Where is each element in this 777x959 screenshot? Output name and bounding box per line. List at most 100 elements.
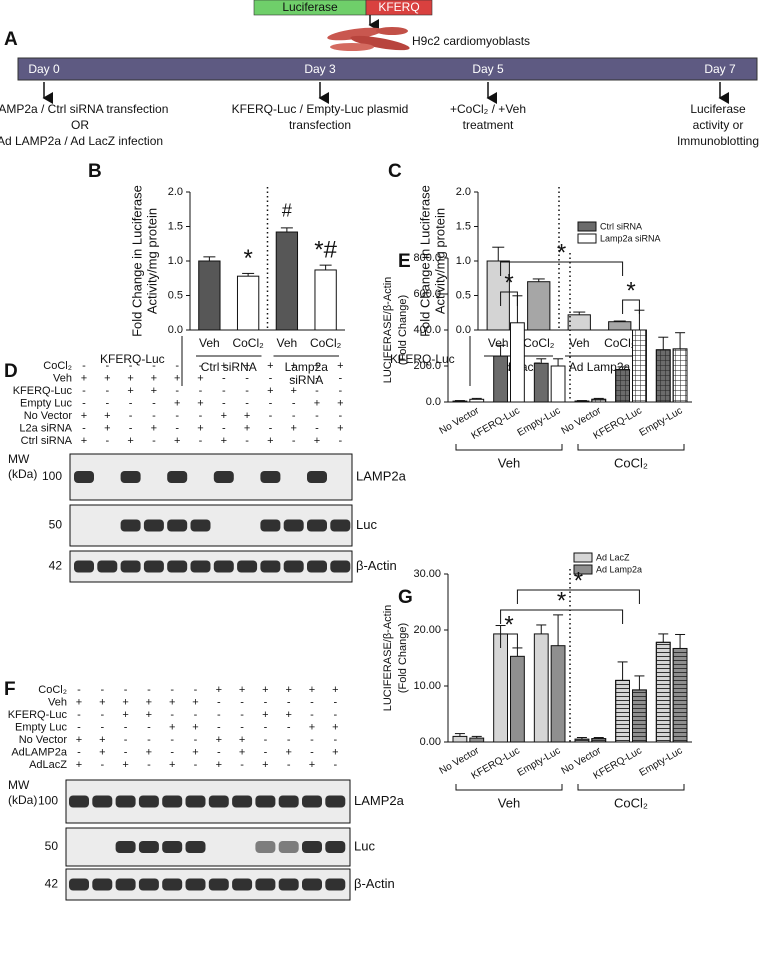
y-axis-label: (Fold Change) (397, 295, 409, 365)
error-bar (492, 246, 505, 261)
sign: - (338, 435, 342, 447)
blot-band (260, 519, 281, 532)
sign: + (127, 385, 133, 397)
y-tick-label: 0.0 (168, 324, 183, 336)
y-tick-label: 2.0 (168, 186, 183, 198)
bar (510, 655, 525, 743)
day-label: Day 3 (304, 62, 336, 76)
mw-title: MW (8, 452, 30, 466)
sign: - (170, 734, 174, 746)
blot-band (237, 560, 258, 573)
sign: - (129, 397, 133, 409)
bar-hatch (655, 641, 671, 743)
sign: + (221, 410, 227, 422)
blot-band (190, 519, 211, 532)
blot-band (138, 795, 159, 808)
blot-band (278, 878, 299, 891)
sign: - (199, 435, 203, 447)
x-tick-label: Empty-Luc (516, 745, 563, 778)
y-tick-label: 1.0 (168, 255, 183, 267)
sign: - (310, 734, 314, 746)
y-axis-label: Fold Change in Luciferase (417, 185, 432, 337)
error-bar (634, 675, 645, 690)
error-bar (471, 397, 482, 400)
sign: - (82, 397, 86, 409)
error-bar (617, 661, 628, 681)
band-mw: 42 (49, 559, 63, 573)
condition-label: No Vector (24, 410, 73, 422)
sign: - (152, 397, 156, 409)
sign: - (287, 721, 291, 733)
blot-band (325, 795, 346, 808)
sign: + (192, 696, 198, 708)
sig-bracket (622, 299, 640, 314)
sign: + (267, 360, 273, 372)
bar (567, 314, 591, 331)
blot-band (120, 471, 141, 483)
blot-band (185, 878, 206, 891)
blot-band (115, 795, 136, 808)
y-axis-label: Activity/mg protein (432, 208, 447, 314)
sign: + (197, 372, 203, 384)
y-tick-label: 1.5 (168, 220, 183, 232)
y-tick-label: 200.0 (413, 360, 441, 372)
sign: + (169, 759, 175, 771)
bar-hatch (672, 647, 688, 743)
y-tick-label: 0.00 (420, 736, 441, 748)
sign: - (315, 385, 319, 397)
blot-band (232, 795, 253, 808)
step-text: KFERQ-Luc / Empty-Luc plasmid (232, 102, 409, 116)
blot-band (278, 795, 299, 808)
sign: - (105, 397, 109, 409)
sign: - (199, 360, 203, 372)
sign: + (104, 422, 110, 434)
day-label: Day 0 (28, 62, 60, 76)
x-tick-label: Veh (277, 336, 298, 350)
blot-band (92, 878, 113, 891)
band-mw: 50 (49, 518, 63, 532)
sign: + (174, 397, 180, 409)
bar (452, 735, 468, 743)
mw-title: (kDa) (8, 467, 37, 481)
sign: + (314, 360, 320, 372)
sign: + (197, 422, 203, 434)
group-label: Lamp2a (285, 360, 329, 374)
sign: + (174, 372, 180, 384)
sig-bracket (500, 609, 624, 624)
sign: - (310, 709, 314, 721)
blot-band (185, 841, 206, 853)
step-text: +CoCl₂ / +Veh (450, 102, 526, 116)
blot-band (255, 795, 276, 808)
sign: - (292, 372, 296, 384)
sign: + (76, 696, 82, 708)
sign: - (147, 759, 151, 771)
sign: - (287, 734, 291, 746)
annotation: * (504, 611, 513, 638)
sign: - (245, 435, 249, 447)
step-text: transfection (289, 118, 351, 132)
bar (469, 737, 485, 743)
x-tick-label: CoCl₂ (310, 336, 342, 350)
band-mw: 100 (42, 469, 62, 483)
bar (314, 269, 337, 331)
sign: - (222, 385, 226, 397)
sign: + (169, 721, 175, 733)
blot-band (74, 560, 94, 573)
error-bar (576, 400, 587, 402)
x-tick-label: Empty-Luc (638, 745, 685, 778)
group-label: Veh (498, 455, 520, 470)
blot-band (162, 878, 183, 891)
sign: + (151, 422, 157, 434)
sign: + (122, 709, 128, 721)
bar (533, 633, 549, 743)
bar (533, 362, 549, 403)
bar-hatch (632, 329, 647, 403)
mw-title: (kDa) (8, 793, 37, 807)
condition-label: CoCl₂ (43, 360, 72, 372)
sign: - (82, 360, 86, 372)
sign: + (309, 721, 315, 733)
sign: - (77, 721, 81, 733)
bar-hatch (615, 369, 631, 403)
sign: - (194, 709, 198, 721)
error-bar (454, 733, 465, 737)
